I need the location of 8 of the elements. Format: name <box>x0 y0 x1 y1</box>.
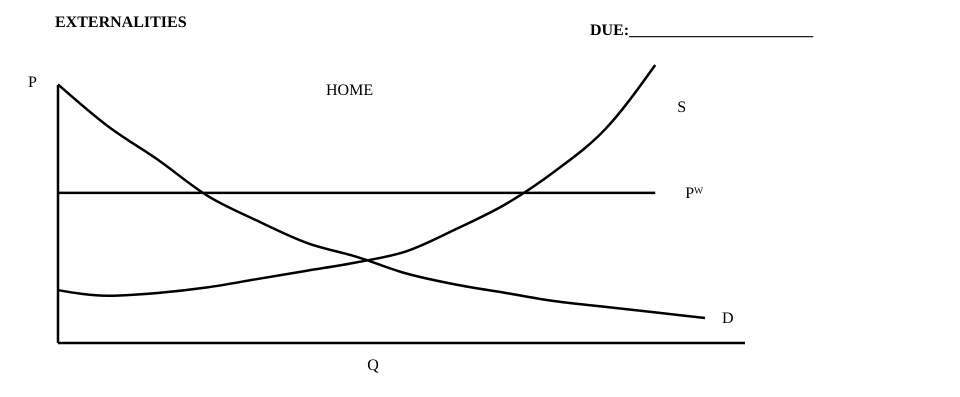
y-axis-title: P <box>28 74 37 91</box>
annotation: HOME <box>326 82 374 99</box>
text: DUE:_______________________ <box>590 22 814 39</box>
chart-title: EXTERNALITIES <box>55 14 187 31</box>
series-label: D <box>722 310 734 327</box>
series-label: Pᵂ <box>685 184 704 202</box>
x-axis-title: Q <box>367 357 380 374</box>
text: S <box>677 99 686 116</box>
